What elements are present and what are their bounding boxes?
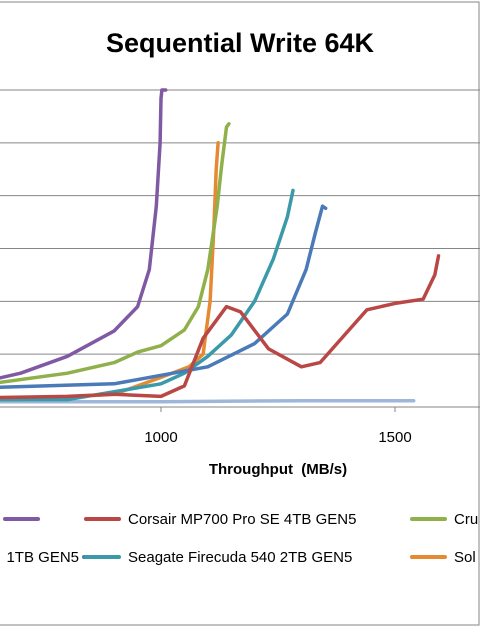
series-lines	[0, 88, 441, 404]
legend-label: Sol	[454, 549, 476, 566]
series-line	[0, 188, 295, 402]
legend-label: 1TB GEN5	[6, 549, 79, 566]
x-tick-label: 1000	[144, 429, 177, 446]
legend-label: Cru	[454, 511, 478, 528]
x-axis-ticks: 1000 1500	[144, 407, 412, 446]
x-axis-label: Throughput (MB/s)	[209, 461, 347, 478]
legend: GEN5Corsair MP700 Pro SE 4TB GEN5Cru1TB …	[3, 511, 478, 566]
chart-title: Sequential Write 64K	[106, 28, 375, 58]
series-line	[0, 254, 441, 400]
legend-label: Corsair MP700 Pro SE 4TB GEN5	[128, 511, 356, 528]
series-line	[0, 204, 328, 389]
series-line	[0, 88, 168, 380]
series-line	[0, 122, 231, 385]
x-tick-label: 1500	[378, 429, 411, 446]
series-line	[0, 398, 416, 404]
legend-label: Seagate Firecuda 540 2TB GEN5	[128, 549, 352, 566]
